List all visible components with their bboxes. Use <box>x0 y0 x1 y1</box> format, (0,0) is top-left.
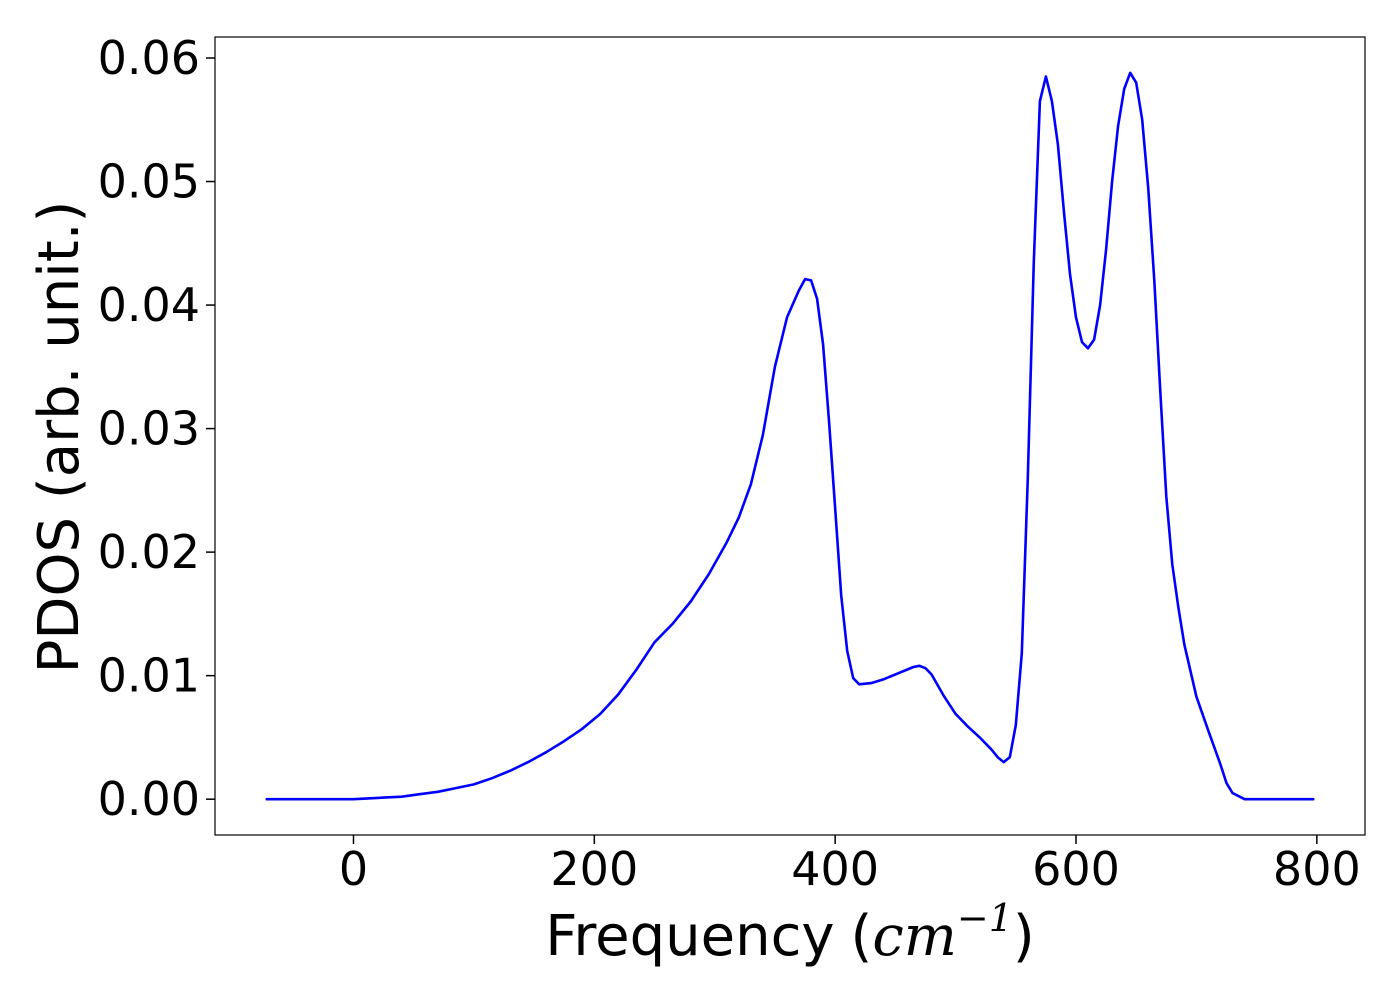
x-axis-label-unit-base: cm <box>872 904 956 969</box>
x-axis-ticks: 0 200 400 600 800 <box>339 835 1361 896</box>
y-tick-label: 0.00 <box>98 772 200 826</box>
plot-frame <box>214 36 1366 836</box>
x-axis-label-text: Frequency <box>545 904 834 969</box>
x-axis-label-unit-close: ) <box>1013 904 1035 969</box>
y-tick-label: 0.05 <box>98 155 200 209</box>
x-tick-label: 800 <box>1273 842 1361 896</box>
series-group <box>265 71 1315 801</box>
x-tick-label: 600 <box>1032 842 1120 896</box>
y-axis-ticks: 0.00 0.01 0.02 0.03 0.04 0.05 0.06 <box>98 31 215 826</box>
x-axis-label: Frequency (cm−1) <box>545 896 1035 969</box>
x-tick-label: 0 <box>339 842 368 896</box>
x-tick-label: 400 <box>791 842 879 896</box>
y-tick-label: 0.01 <box>98 649 200 703</box>
y-tick-label: 0.04 <box>98 278 200 332</box>
plot-area <box>214 36 1366 836</box>
y-axis-label: PDOS (arb. unit.) <box>27 201 92 674</box>
x-axis-label-unit-open: ( <box>851 904 873 969</box>
pdos-series-line <box>265 71 1315 801</box>
y-tick-label: 0.06 <box>98 31 200 85</box>
x-tick-label: 200 <box>550 842 638 896</box>
x-axis-label-unit-exp: −1 <box>957 896 1013 940</box>
y-tick-label: 0.02 <box>98 525 200 579</box>
y-tick-label: 0.03 <box>98 402 200 456</box>
